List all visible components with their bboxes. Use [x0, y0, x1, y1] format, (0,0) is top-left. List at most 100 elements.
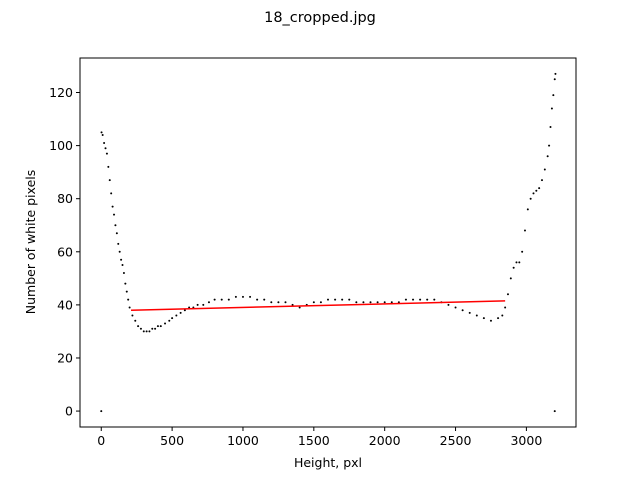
data-point — [113, 213, 116, 216]
data-point — [538, 187, 541, 190]
data-point — [148, 330, 151, 333]
series-layer — [100, 72, 557, 413]
data-point — [124, 282, 127, 285]
y-tick-label: 20 — [57, 350, 73, 365]
data-point — [341, 298, 344, 301]
data-point — [100, 131, 103, 134]
data-point — [234, 295, 237, 298]
data-point — [220, 298, 223, 301]
data-point — [404, 298, 407, 301]
data-point — [103, 141, 106, 144]
data-point — [540, 179, 543, 182]
x-tick-label: 500 — [160, 433, 184, 448]
data-point — [202, 303, 205, 306]
data-point — [127, 298, 130, 301]
plot-frame — [79, 57, 577, 428]
data-point — [506, 293, 509, 296]
data-point — [107, 165, 110, 168]
data-point — [383, 301, 386, 304]
data-point — [118, 250, 121, 253]
y-tick-label: 0 — [65, 404, 73, 419]
data-point — [175, 314, 178, 317]
data-point — [164, 322, 167, 325]
data-point — [362, 301, 365, 304]
data-point — [412, 298, 415, 301]
data-point — [501, 314, 504, 317]
x-tick-label: 0 — [97, 433, 105, 448]
y-tick-label: 80 — [57, 191, 73, 206]
data-point — [122, 272, 125, 275]
data-point — [504, 306, 507, 309]
fit-line — [131, 300, 506, 311]
data-point — [104, 147, 107, 150]
x-tick-label: 1000 — [227, 433, 259, 448]
data-point — [115, 232, 118, 235]
data-point — [137, 325, 140, 328]
x-tick-label: 2000 — [369, 433, 401, 448]
data-point — [121, 264, 124, 267]
data-point — [298, 306, 301, 309]
data-point — [108, 179, 111, 182]
data-point — [159, 325, 162, 328]
data-point — [553, 410, 556, 413]
data-point — [312, 301, 315, 304]
data-point — [100, 410, 103, 413]
data-point — [213, 298, 216, 301]
x-tick-label: 3000 — [510, 433, 542, 448]
data-point — [426, 298, 429, 301]
data-point — [128, 306, 131, 309]
x-axis-label: Height, pxl — [294, 455, 362, 470]
y-tick-label: 60 — [57, 244, 73, 259]
data-point — [131, 314, 134, 317]
data-point — [142, 330, 145, 333]
data-point — [497, 317, 500, 320]
data-point — [552, 94, 555, 97]
data-point — [390, 301, 393, 304]
y-axis-label: Number of white pixels — [23, 170, 38, 315]
data-point — [227, 298, 230, 301]
data-point — [327, 298, 329, 301]
data-point — [183, 309, 186, 312]
data-point — [546, 155, 549, 158]
data-point — [179, 311, 182, 314]
data-point — [125, 290, 128, 293]
data-point — [111, 205, 114, 208]
data-point — [168, 319, 171, 322]
data-point — [196, 303, 199, 306]
data-point — [532, 192, 535, 195]
y-tick-label: 100 — [49, 138, 73, 153]
data-point — [550, 107, 553, 110]
data-point — [518, 261, 521, 264]
data-point — [120, 258, 123, 261]
data-point — [334, 298, 337, 301]
data-point — [482, 317, 485, 320]
data-point — [447, 303, 450, 306]
x-tick-label: 2500 — [440, 433, 472, 448]
y-axis: 0 20 40 60 80 100 120 — [49, 85, 80, 419]
data-point — [523, 229, 526, 232]
data-point — [433, 298, 436, 301]
data-point — [117, 242, 120, 245]
y-tick-label: 120 — [49, 85, 73, 100]
x-axis: 0 500 1000 1500 2000 2500 3000 — [97, 427, 542, 448]
data-point — [554, 72, 557, 75]
data-point — [101, 133, 104, 136]
data-point — [475, 314, 478, 317]
data-point — [397, 301, 400, 304]
data-point — [291, 303, 294, 306]
data-point — [526, 208, 529, 211]
data-point — [468, 311, 471, 314]
x-tick-label: 1500 — [298, 433, 330, 448]
data-point — [509, 277, 512, 280]
data-point — [249, 295, 252, 298]
data-point — [134, 319, 137, 322]
data-point — [454, 306, 457, 309]
data-point — [521, 250, 524, 253]
data-point — [376, 301, 379, 304]
data-point — [241, 295, 244, 298]
data-point — [512, 266, 515, 269]
data-point — [156, 325, 159, 328]
data-point — [110, 192, 113, 195]
